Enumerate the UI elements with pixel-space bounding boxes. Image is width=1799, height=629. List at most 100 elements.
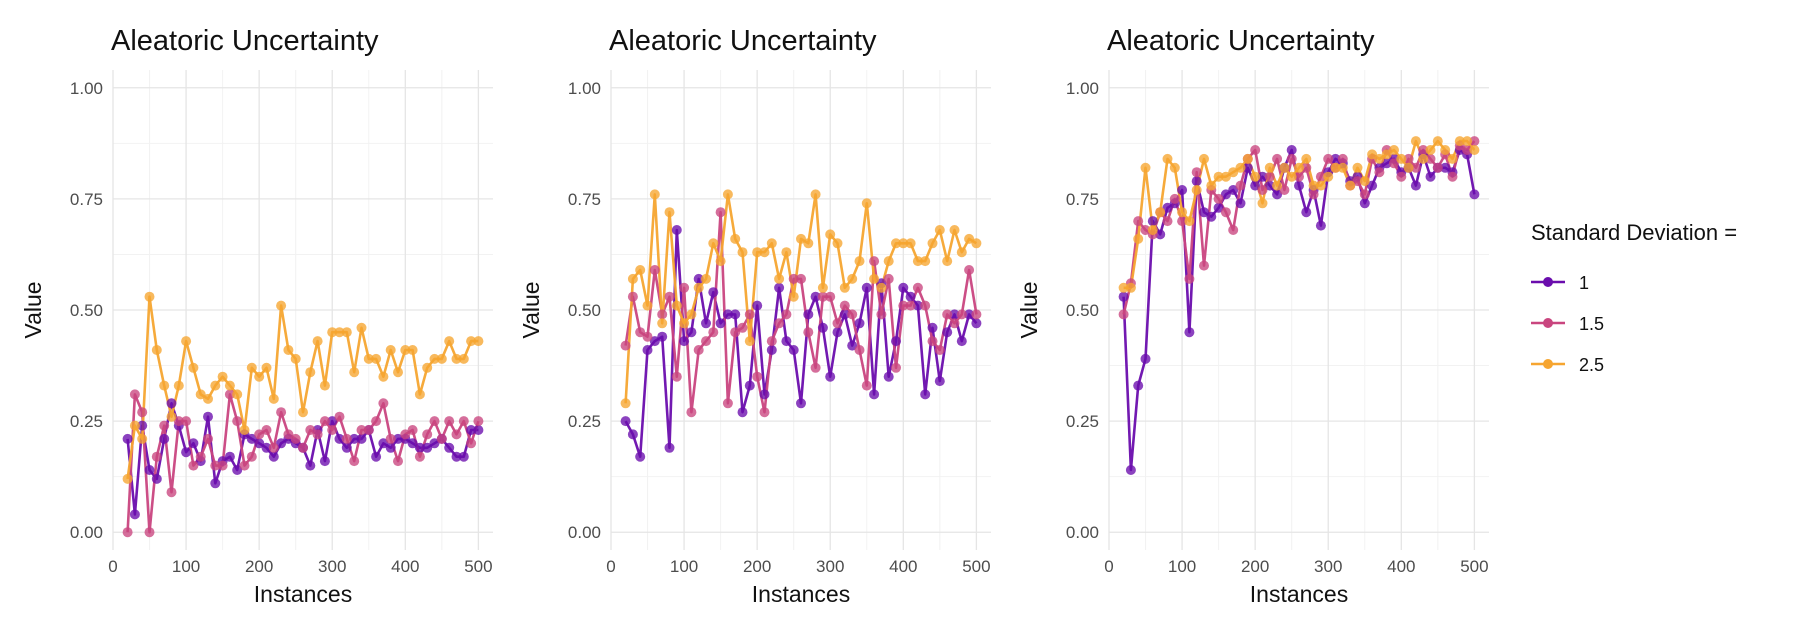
data-point-2.5 (1352, 162, 1363, 173)
data-point-2.5 (722, 189, 733, 200)
data-point-2.5 (920, 256, 931, 267)
x-tick-labels: 0 100 200 300 400 500 (108, 557, 492, 576)
data-point-2.5 (1286, 171, 1297, 182)
x-tick-label: 200 (743, 557, 771, 576)
data-point-1.5 (1199, 260, 1209, 271)
data-point-2.5 (1462, 136, 1473, 147)
data-point-1.5 (1403, 153, 1414, 164)
data-point-1.5 (774, 318, 785, 329)
data-point-1 (752, 300, 763, 311)
data-point-2.5 (1308, 180, 1319, 191)
data-point-1 (1155, 229, 1166, 240)
data-point-2.5 (744, 336, 755, 347)
data-point-1 (254, 438, 265, 449)
data-point-1 (920, 389, 931, 400)
data-point-1 (458, 451, 469, 462)
data-point-1 (1242, 162, 1253, 173)
data-point-1.5 (766, 336, 777, 347)
legend-title: Standard Deviation = (1531, 220, 1737, 245)
data-point-1.5 (466, 438, 477, 449)
data-point-2.5 (876, 282, 887, 293)
data-point-1.5 (181, 416, 192, 427)
data-point-1.5 (898, 300, 909, 311)
data-point-1.5 (1396, 171, 1407, 182)
data-point-1.5 (730, 327, 741, 338)
data-point-2.5 (203, 393, 213, 404)
data-point-1.5 (356, 425, 367, 435)
data-point-1 (891, 336, 901, 347)
data-point-1 (473, 425, 484, 435)
data-point-2.5 (363, 353, 374, 364)
data-point-2.5 (1125, 282, 1136, 293)
data-point-1.5 (363, 425, 374, 435)
data-point-1.5 (349, 456, 360, 467)
data-point-2.5 (971, 238, 982, 249)
data-point-1 (188, 438, 199, 449)
data-point-2.5 (774, 273, 785, 284)
data-point-1.5 (1228, 225, 1239, 235)
data-point-1 (715, 318, 726, 329)
data-point-1 (1264, 180, 1275, 191)
data-point-1.5 (414, 451, 425, 462)
data-point-2.5 (349, 367, 360, 378)
data-point-2.5 (1432, 136, 1443, 147)
data-point-2.5 (708, 238, 719, 249)
y-tick-labels: 0.00 0.25 0.50 0.75 1.00 (1066, 79, 1099, 542)
data-point-1.5 (1294, 171, 1304, 182)
data-point-2.5 (1315, 180, 1326, 191)
data-point-2.5 (268, 393, 279, 404)
data-point-1 (151, 473, 162, 484)
data-point-2.5 (1220, 171, 1231, 182)
data-point-2.5 (385, 345, 396, 355)
data-point-1.5 (1469, 136, 1480, 147)
data-point-2.5 (934, 225, 945, 235)
y-tick-label: 0.25 (568, 412, 601, 431)
data-point-1 (407, 438, 418, 449)
data-point-1.5 (876, 309, 887, 320)
data-point-1.5 (788, 273, 799, 284)
data-point-1.5 (283, 429, 294, 440)
data-point-1.5 (444, 416, 455, 427)
data-point-1 (1228, 185, 1239, 195)
y-tick-label: 0.00 (1066, 523, 1099, 542)
data-point-2.5 (803, 238, 814, 249)
data-point-1.5 (334, 411, 345, 422)
data-point-1 (1367, 180, 1378, 191)
data-point-1 (1301, 207, 1312, 218)
data-point-1.5 (393, 456, 403, 467)
data-point-2.5 (810, 189, 821, 200)
data-point-1 (883, 371, 894, 382)
data-point-1.5 (839, 300, 850, 311)
data-point-1 (927, 322, 938, 333)
data-point-2.5 (246, 362, 257, 373)
data-point-2.5 (378, 371, 389, 382)
data-point-1.5 (1352, 176, 1363, 187)
data-point-1 (349, 433, 360, 444)
data-point-1.5 (319, 416, 330, 427)
data-point-2.5 (1184, 216, 1195, 227)
y-tick-label: 0.25 (1066, 412, 1099, 431)
chart-panel-2: Aleatoric Uncertainty 0.00 0.25 0.50 0.75 1.… (518, 25, 991, 607)
data-point-1.5 (1462, 145, 1473, 155)
chart-panel-1: Aleatoric Uncertainty 0.00 0.25 0.50 0.75 1.… (20, 25, 493, 607)
data-point-1 (1184, 327, 1195, 338)
data-point-1.5 (810, 362, 821, 373)
data-point-1.5 (144, 527, 155, 538)
data-point-2.5 (693, 282, 704, 293)
data-point-1.5 (407, 425, 418, 435)
data-point-1.5 (1257, 185, 1268, 195)
data-point-1 (181, 447, 192, 458)
data-point-1.5 (905, 300, 916, 311)
data-point-1 (1294, 180, 1304, 191)
data-point-1.5 (422, 429, 433, 440)
data-point-1.5 (803, 327, 814, 338)
data-point-2.5 (232, 389, 243, 400)
data-point-1.5 (217, 460, 228, 471)
x-tick-label: 400 (889, 557, 917, 576)
y-tick-label: 0.75 (70, 190, 103, 209)
data-point-2.5 (832, 238, 843, 249)
data-point-2.5 (1301, 153, 1312, 164)
data-point-1 (956, 336, 967, 347)
x-tick-label: 100 (1168, 557, 1196, 576)
